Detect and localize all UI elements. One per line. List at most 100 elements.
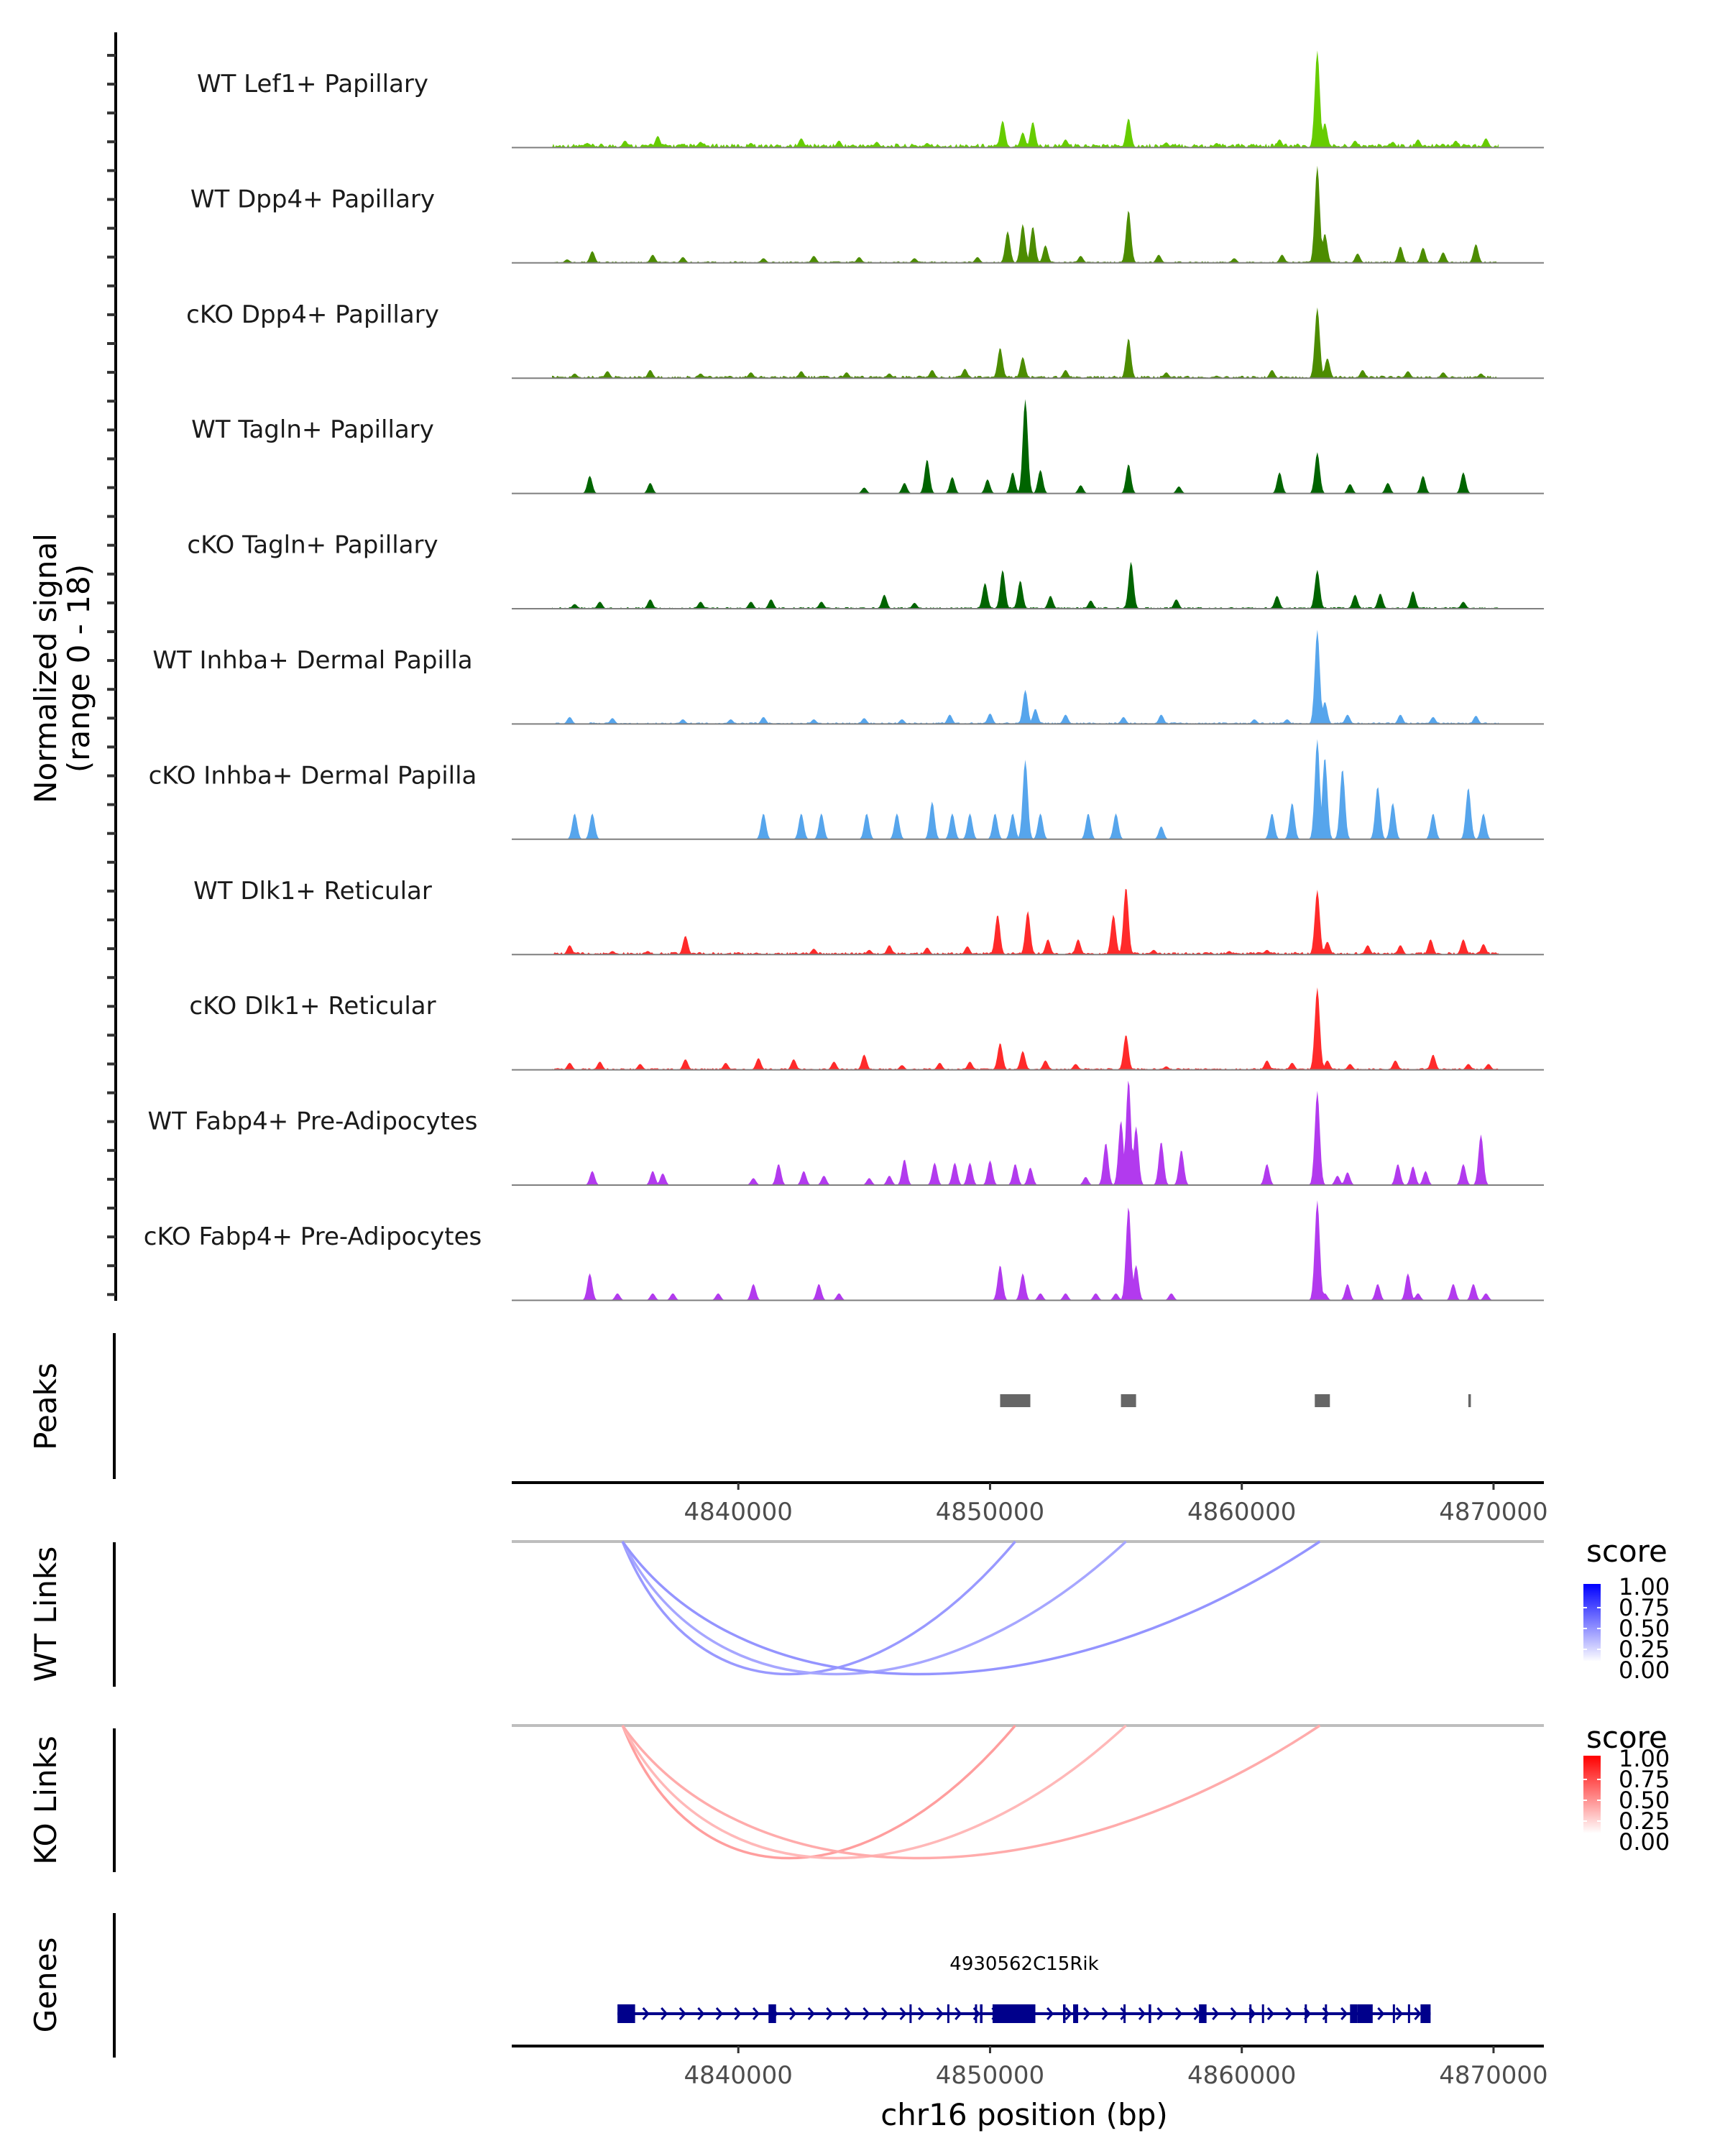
coverage-track-label: cKO Inhba+ Dermal Papilla	[149, 761, 477, 790]
gene-exon	[1073, 2004, 1079, 2023]
coverage-track: cKO Inhba+ Dermal Papilla	[149, 739, 1544, 840]
strand-arrow-icon	[1156, 2007, 1164, 2020]
coverage-track-label: WT Dlk1+ Reticular	[193, 877, 432, 906]
peak-region	[1468, 1394, 1471, 1407]
wt-legend-title: score	[1586, 1534, 1668, 1569]
link-arc	[621, 1724, 1127, 1860]
coverage-track: WT Fabp4+ Pre-Adipocytes	[148, 1080, 1544, 1186]
gene-exon	[1149, 2004, 1151, 2023]
gene-exon	[980, 2004, 983, 2023]
peaks-panel: Peaks 4840000 4850000 4860000 4870000	[28, 1333, 1548, 1526]
coverage-y-axis-title-line1: Normalized signal	[28, 533, 63, 803]
wt-score-legend: score 1.000.750.500.250.00	[1583, 1534, 1670, 1684]
gene-exon	[1199, 2004, 1207, 2023]
gene-exon	[909, 2004, 912, 2023]
wt-links-track-label: WT Links	[28, 1547, 63, 1682]
coverage-signal-area	[552, 739, 1499, 839]
strand-arrow-icon	[862, 2007, 870, 2020]
strand-arrow-icon	[752, 2007, 760, 2020]
gene-exon	[1407, 2004, 1410, 2023]
coverage-signal-area	[552, 561, 1499, 609]
peak-region	[1121, 1394, 1136, 1407]
strand-arrow-icon	[826, 2007, 834, 2020]
coverage-y-ticks	[107, 54, 116, 1296]
coverage-tracks: WT Lef1+ Papillary WT Dpp4+ Papillary cKO …	[144, 50, 1544, 1302]
coverage-signal-area	[552, 1080, 1499, 1185]
strand-arrow-icon	[1285, 2007, 1293, 2020]
link-arc	[621, 1540, 1016, 1676]
x-tick-label: 4850000	[936, 2061, 1044, 2090]
legend-tick-label: 0.00	[1619, 1657, 1670, 1684]
peaks-track-label: Peaks	[28, 1363, 63, 1450]
gene-exon	[947, 2004, 949, 2023]
coverage-track-label: WT Tagln+ Papillary	[191, 415, 434, 444]
gene-exon	[1392, 2004, 1395, 2023]
coverage-track-label: cKO Tagln+ Papillary	[187, 531, 438, 560]
strand-arrow-icon	[715, 2007, 723, 2020]
coverage-signal-area	[552, 165, 1499, 263]
coverage-track: WT Tagln+ Papillary	[191, 399, 1544, 494]
legend-tick-label: 0.00	[1619, 1828, 1670, 1856]
ko-links-track-label: KO Links	[28, 1736, 63, 1865]
x-tick-label: 4860000	[1187, 2061, 1296, 2090]
gene-exon	[1063, 2004, 1066, 2023]
strand-arrow-icon	[1322, 2007, 1330, 2020]
x-tick-label: 4840000	[684, 2061, 793, 2090]
strand-arrow-icon	[1046, 2007, 1054, 2020]
gene-exon	[975, 2004, 978, 2023]
gene-exon	[1420, 2004, 1431, 2023]
coverage-signal-area	[552, 307, 1499, 379]
legend-tick-label: 0.25	[1619, 1807, 1670, 1835]
legend-tick-label: 0.50	[1619, 1615, 1670, 1642]
strand-arrow-icon	[1377, 2007, 1385, 2020]
coverage-panel: Normalized signal (range 0 - 18) WT Lef1…	[28, 32, 1544, 1302]
strand-arrow-icon	[1395, 2007, 1403, 2020]
ko-link-arcs	[621, 1724, 1321, 1860]
gene-exon	[1305, 2004, 1307, 2023]
legend-tick-label: 0.25	[1619, 1636, 1670, 1663]
strand-arrow-icon	[1266, 2007, 1274, 2020]
strand-arrow-icon	[844, 2007, 852, 2020]
strand-arrow-icon	[918, 2007, 926, 2020]
strand-arrow-icon	[661, 2007, 668, 2020]
x-tick-label: 4840000	[684, 1498, 793, 1526]
legend-tick-label: 0.50	[1619, 1787, 1670, 1814]
coverage-signal-area	[552, 1200, 1499, 1301]
coverage-track-label: cKO Fabp4+ Pre-Adipocytes	[144, 1222, 482, 1251]
legend-tick-label: 1.00	[1619, 1573, 1670, 1600]
strand-arrow-icon	[1064, 2007, 1072, 2020]
coverage-track: cKO Fabp4+ Pre-Adipocytes	[144, 1200, 1544, 1302]
x-tick-label: 4870000	[1439, 2061, 1547, 2090]
gene-name-label: 4930562C15Rik	[949, 1953, 1098, 1975]
coverage-track-label: cKO Dlk1+ Reticular	[189, 992, 436, 1021]
gene-exon	[617, 2004, 635, 2023]
wt-legend-labels: 1.000.750.500.250.00	[1583, 1573, 1670, 1684]
peaks-x-ticks: 4840000 4850000 4860000 4870000	[684, 1483, 1548, 1526]
gene-exon	[1123, 2004, 1126, 2023]
strand-arrow-icon	[880, 2007, 889, 2020]
coverage-signal-area	[552, 50, 1499, 148]
link-arc	[621, 1724, 1016, 1860]
legend-tick-label: 0.75	[1619, 1594, 1670, 1621]
x-tick-label: 4870000	[1439, 1498, 1547, 1526]
link-arc	[621, 1540, 1127, 1676]
coverage-track-label: WT Inhba+ Dermal Papilla	[152, 646, 472, 675]
peak-regions	[1000, 1394, 1471, 1407]
strand-arrow-icon	[642, 2007, 650, 2020]
coverage-track-label: WT Lef1+ Papillary	[197, 70, 428, 98]
strand-arrow-icon	[1175, 2007, 1183, 2020]
x-axis-title: chr16 position (bp)	[880, 2097, 1168, 2132]
peak-region	[1000, 1394, 1031, 1407]
coverage-signal-area	[552, 630, 1499, 724]
wt-links-panel: WT Links score 1.000.750.500.250.00	[28, 1534, 1670, 1687]
genes-track-label: Genes	[28, 1938, 63, 2033]
strand-arrow-icon	[697, 2007, 705, 2020]
gene-model	[617, 2004, 1431, 2023]
strand-arrow-icon	[807, 2007, 815, 2020]
coverage-track: WT Lef1+ Papillary	[197, 50, 1544, 149]
strand-arrow-icon	[678, 2007, 686, 2020]
coverage-y-axis-title-line2: (range 0 - 18)	[61, 564, 96, 773]
strand-arrow-icon	[789, 2007, 797, 2020]
coverage-track: WT Dpp4+ Papillary	[190, 165, 1544, 264]
